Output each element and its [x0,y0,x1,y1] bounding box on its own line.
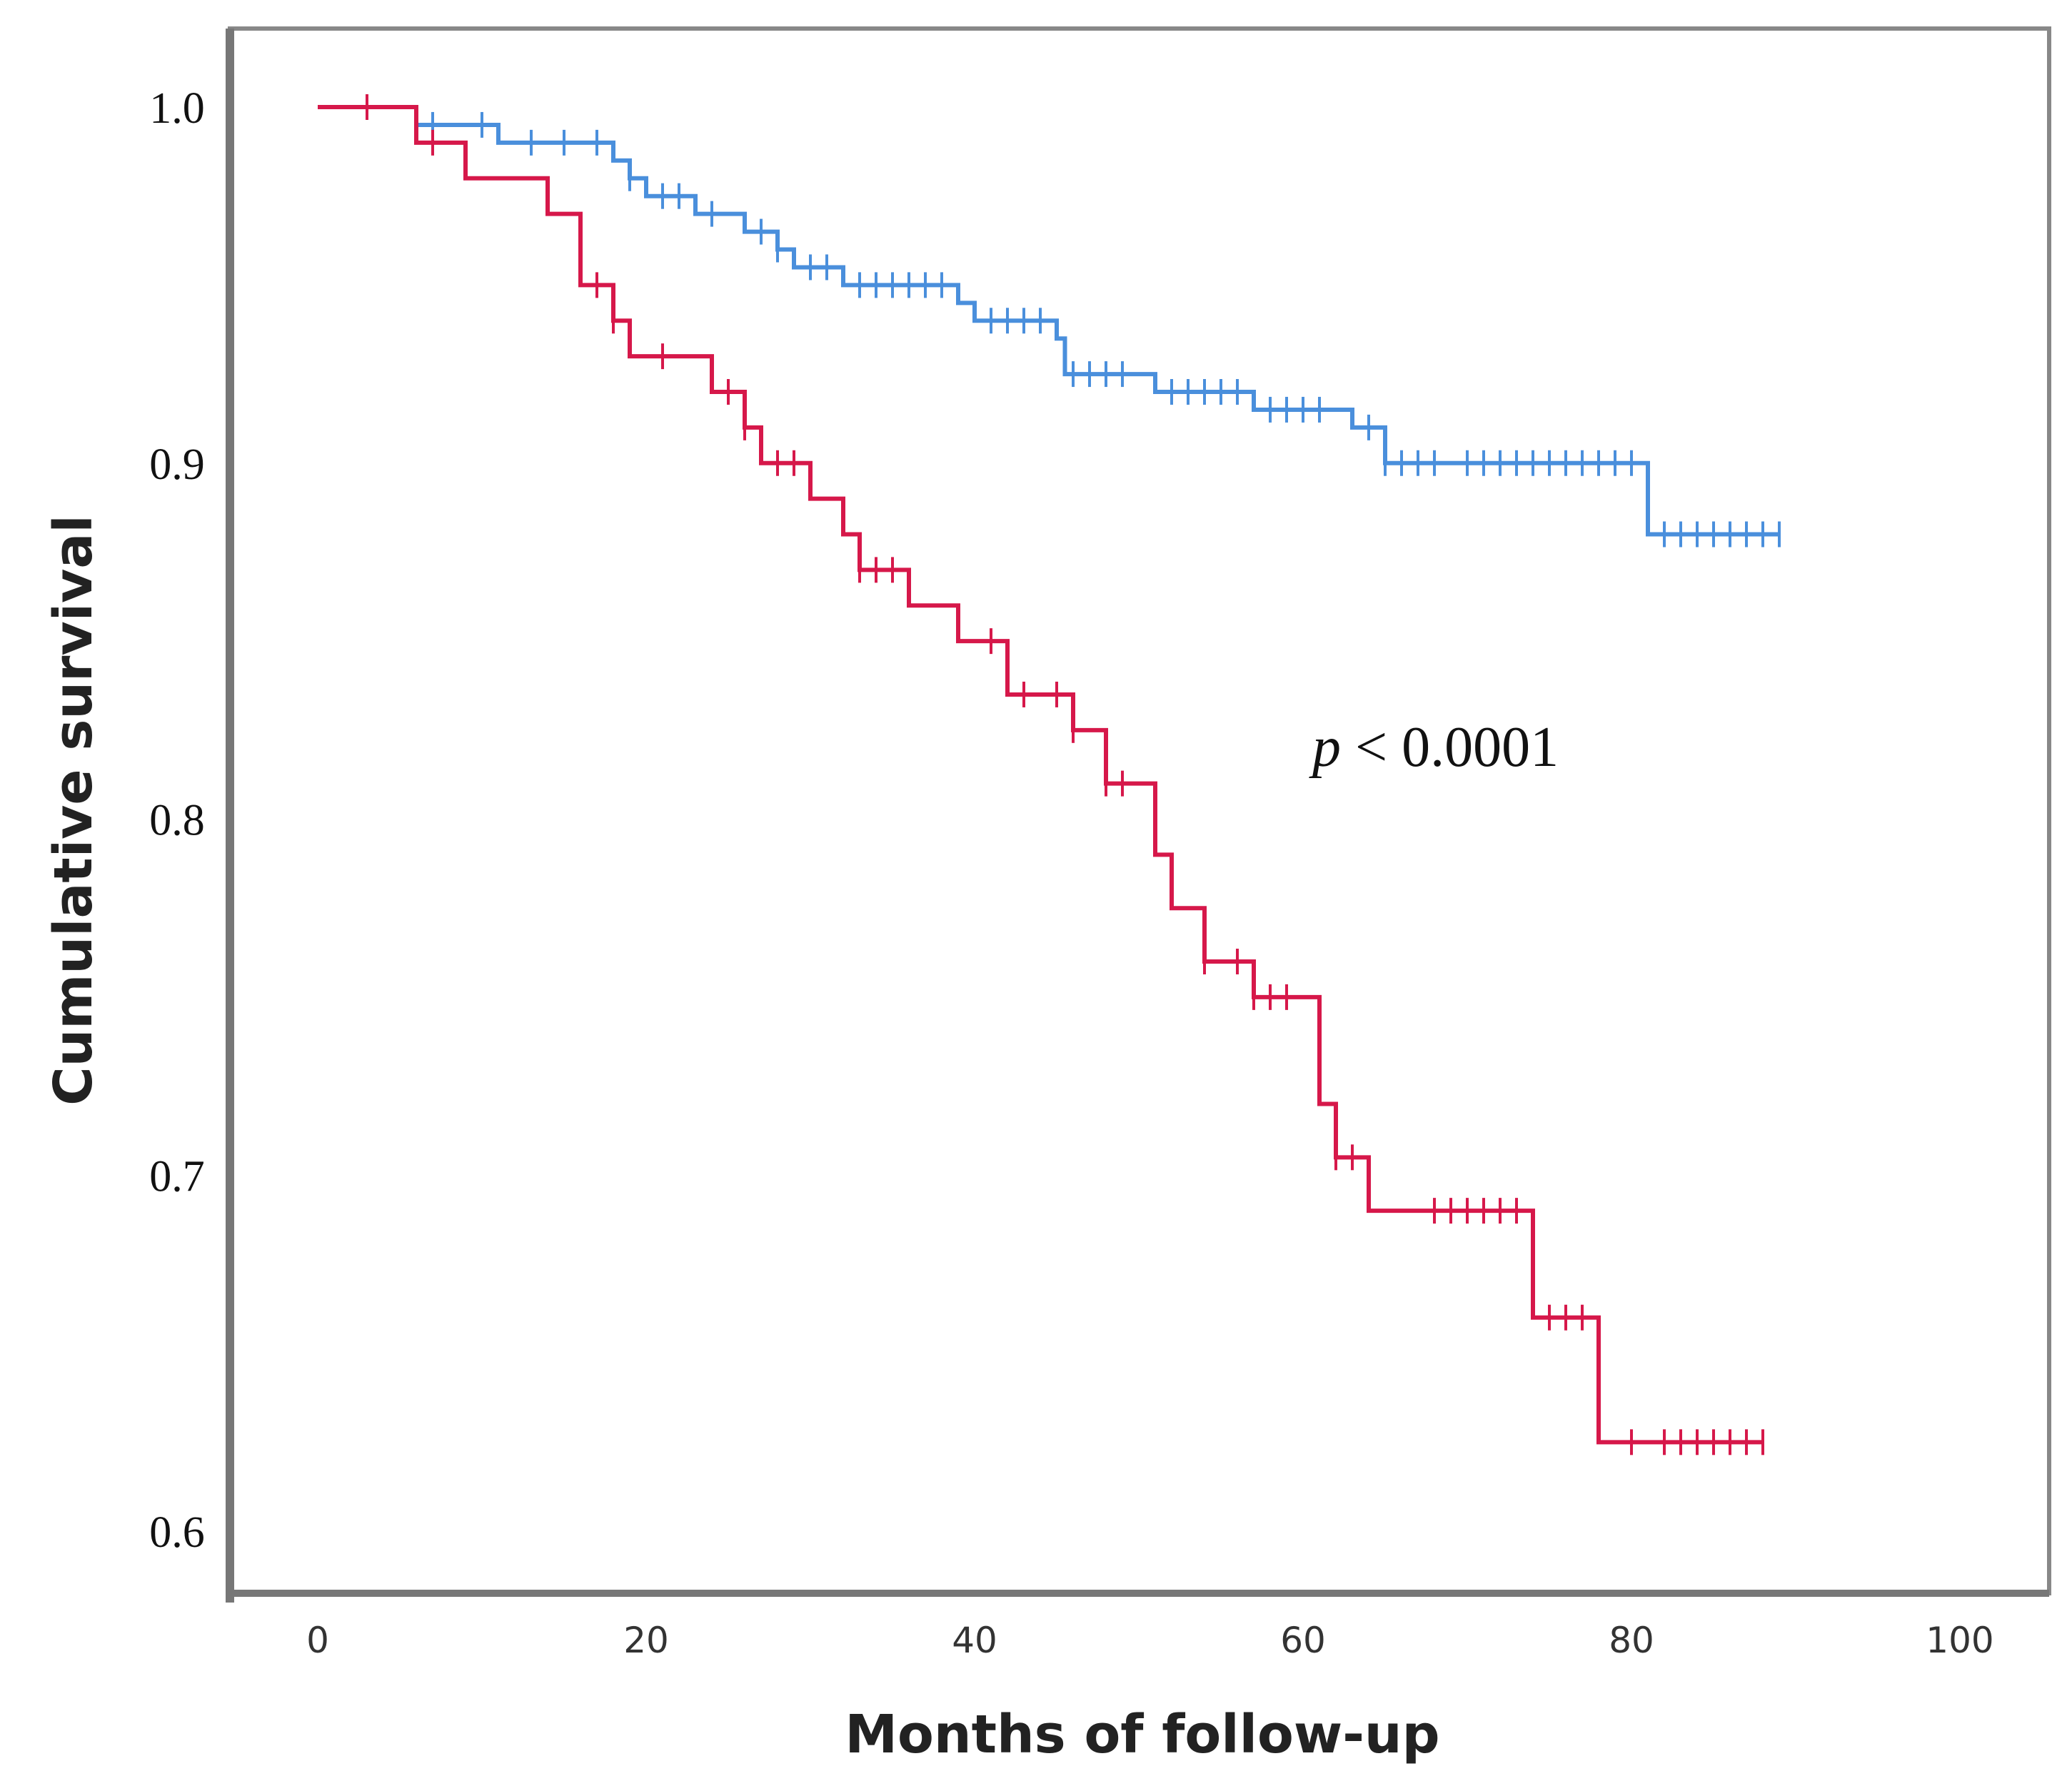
x-tick-label: 40 [952,1620,997,1661]
y-tick-label: 0.6 [149,1508,205,1557]
series-2 [318,94,1764,1455]
p-value-annotation: p < 0.0001 [1309,716,1559,779]
x-tick-label: 80 [1609,1620,1654,1661]
x-tick-label: 0 [306,1620,329,1661]
y-tick-label: 0.9 [149,440,205,489]
x-tick-label: 60 [1280,1620,1326,1661]
survival-step-line [318,105,1779,537]
y-tick-label: 1.0 [149,84,205,133]
y-tick-label: 0.7 [149,1152,205,1201]
survival-step-line [318,105,1763,1445]
x-tick-label: 100 [1926,1620,1993,1661]
y-tick-label: 0.8 [149,797,205,845]
p-value-text: < 0.0001 [1341,716,1559,779]
p-symbol: p [1309,716,1341,779]
plot-frame [226,26,2051,1603]
series-layer [318,94,1781,1455]
x-axis-label: Months of follow-up [845,1704,1439,1765]
x-tick-label: 20 [623,1620,669,1661]
plot-border [228,26,2051,1595]
series-1 [318,94,1781,548]
y-tick-labels: 0.6 0.7 0.8 0.9 1.0 [149,84,205,1557]
x-tick-labels: 0 20 40 60 80 100 [306,1620,1994,1661]
y-axis-label: Cumulative survival [43,515,104,1105]
